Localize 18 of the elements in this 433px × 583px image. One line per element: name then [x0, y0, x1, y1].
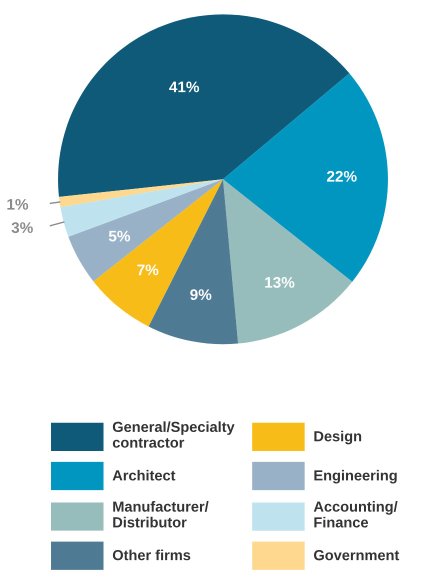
legend-label: Manufacturer/ Distributor [113, 501, 209, 528]
data-label: 3% [12, 222, 33, 234]
data-label: 1% [7, 198, 28, 210]
legend-label: Accounting/ Finance [314, 501, 398, 528]
legend-label: General/Specialty contractor [112, 421, 235, 448]
pie-slice [58, 179, 223, 208]
data-label: 13% [265, 277, 294, 288]
pie-slice [93, 179, 223, 326]
data-label: 7% [137, 264, 158, 276]
data-label: 9% [190, 289, 212, 300]
legend-label: Other firms [112, 550, 190, 560]
data-label: 5% [108, 230, 130, 242]
legend-label: Design [314, 430, 362, 444]
data-label: 41% [169, 82, 200, 92]
legend-label: Architect [112, 470, 176, 481]
legend-label: Government [314, 550, 400, 560]
data-label: 22% [326, 170, 357, 182]
legend-label: Engineering [314, 470, 397, 484]
